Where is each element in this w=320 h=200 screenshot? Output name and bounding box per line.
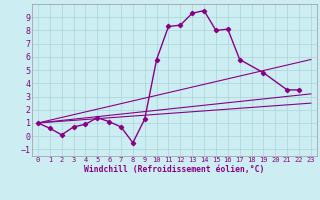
X-axis label: Windchill (Refroidissement éolien,°C): Windchill (Refroidissement éolien,°C)	[84, 165, 265, 174]
